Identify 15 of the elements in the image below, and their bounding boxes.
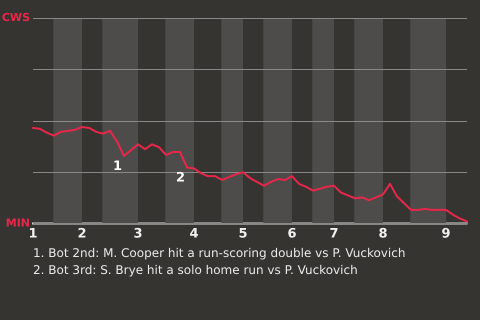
text: 1. Bot 2nd: M. Cooper hit a run-scoring double vs P. Vuckovich: [33, 245, 406, 262]
x-tick-label: 3: [133, 226, 143, 242]
x-tick-label: 4: [189, 226, 199, 242]
x-tick-label: 1: [28, 226, 38, 242]
x-tick-label: 5: [238, 226, 248, 242]
x-tick-label: 6: [287, 226, 297, 242]
x-tick-label: 8: [378, 226, 388, 242]
ref-line-label: MIN: [6, 216, 30, 230]
annotation: 1: [112, 158, 122, 174]
x-tick-label: 2: [77, 226, 87, 242]
text: 2. Bot 3rd: S. Brye hit a solo home run vs P. Vuckovich: [33, 262, 359, 279]
x-tick-label: 9: [441, 226, 451, 242]
x-tick-label: 7: [329, 226, 339, 242]
ref-line-label: CWS: [2, 10, 30, 24]
annotation: 2: [176, 170, 185, 186]
